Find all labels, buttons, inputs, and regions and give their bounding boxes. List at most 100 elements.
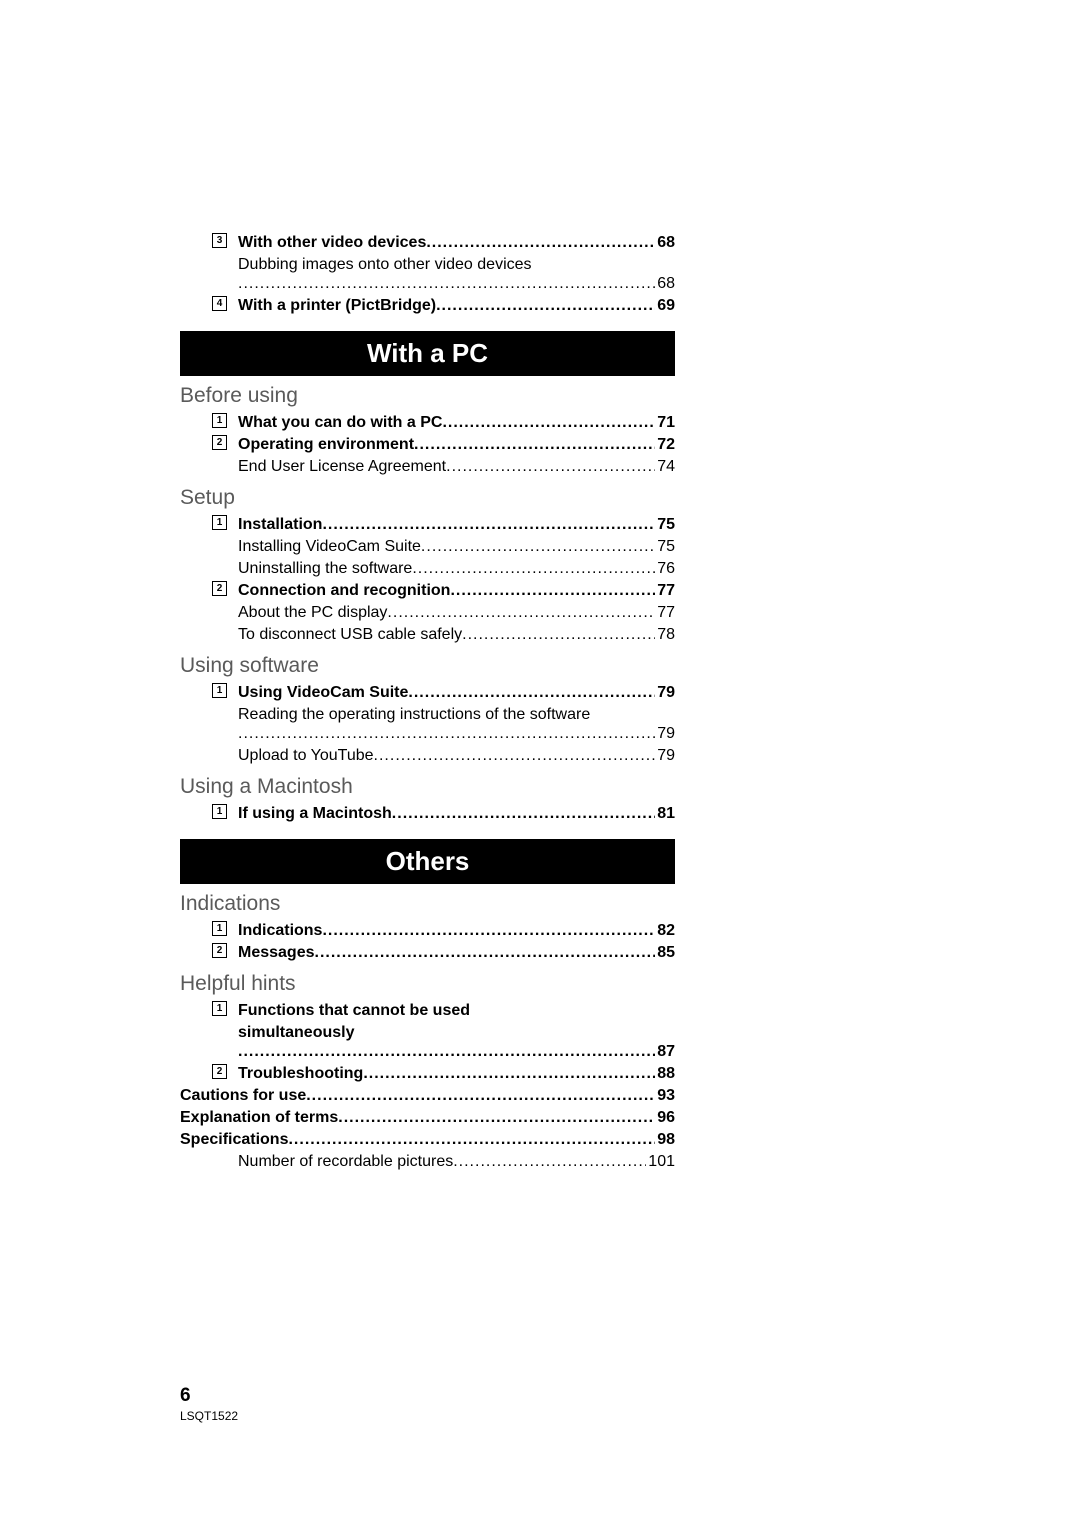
subsection-using-software: Using software xyxy=(180,654,675,678)
page-footer: 6 LSQT1522 xyxy=(180,1385,238,1423)
subsection-using-macintosh: Using a Macintosh xyxy=(180,775,675,799)
page-no: 101 xyxy=(646,1151,675,1173)
num-box-1: 1 xyxy=(212,1001,227,1016)
num-box-1: 1 xyxy=(212,413,227,428)
page-no: 98 xyxy=(655,1129,675,1151)
toc-entry-what-you-can-do: 1 What you can do with a PC 71 xyxy=(180,412,675,434)
label[interactable]: Number of recordable pictures xyxy=(238,1151,453,1173)
num-box-1: 1 xyxy=(212,683,227,698)
leader-dots xyxy=(306,1085,655,1107)
leader-dots xyxy=(462,624,655,646)
leader-dots xyxy=(408,682,655,704)
subsection-indications: Indications xyxy=(180,892,675,916)
label[interactable]: Installation xyxy=(238,514,322,536)
section-banner-with-a-pc: With a PC xyxy=(180,331,675,376)
leader-dots xyxy=(453,1151,646,1173)
num-box-1: 1 xyxy=(212,515,227,530)
label[interactable]: Installing VideoCam Suite xyxy=(238,536,421,558)
leader-dots xyxy=(238,273,655,295)
num-box-4: 4 xyxy=(212,296,227,311)
toc-entry-explanation-of-terms: Explanation of terms 96 xyxy=(180,1107,675,1129)
leader-dots xyxy=(392,803,655,825)
label[interactable]: Messages xyxy=(238,942,315,964)
label[interactable]: What you can do with a PC xyxy=(238,412,442,434)
page-no: 68 xyxy=(655,232,675,254)
toc-entry-cautions-for-use: Cautions for use 93 xyxy=(180,1085,675,1107)
page-no: 72 xyxy=(655,434,675,456)
label[interactable]: With other video devices xyxy=(238,232,426,254)
section-banner-others: Others xyxy=(180,839,675,884)
leader-dots xyxy=(442,412,655,434)
toc-entry-functions-cannot-be-used: 1 Functions that cannot be used simultan… xyxy=(180,1000,675,1063)
page-no: 85 xyxy=(655,942,675,964)
toc-entry-other-video-devices: 3 With other video devices 68 Dubbing im… xyxy=(180,232,675,295)
page-no: 79 xyxy=(655,745,675,767)
toc-page: 3 With other video devices 68 Dubbing im… xyxy=(180,232,675,1173)
toc-entry-if-using-macintosh: 1 If using a Macintosh 81 xyxy=(180,803,675,825)
toc-entry-using-videocam-suite: 1 Using VideoCam Suite 79 Reading the op… xyxy=(180,682,675,767)
label[interactable]: Explanation of terms xyxy=(180,1107,338,1129)
label[interactable]: Uninstalling the software xyxy=(238,558,412,580)
subsection-before-using: Before using xyxy=(180,384,675,408)
label[interactable]: End User License Agreement xyxy=(238,456,446,478)
leader-dots xyxy=(426,232,655,254)
label[interactable]: Specifications xyxy=(180,1129,288,1151)
page-no: 79 xyxy=(655,723,675,745)
label[interactable]: Functions that cannot be used simultaneo… xyxy=(238,1000,588,1044)
toc-entry-installation: 1 Installation 75 Installing VideoCam Su… xyxy=(180,514,675,580)
label[interactable]: Operating environment xyxy=(238,434,414,456)
label[interactable]: With a printer (PictBridge) xyxy=(238,295,436,317)
leader-dots xyxy=(363,1063,655,1085)
label[interactable]: About the PC display xyxy=(238,602,387,624)
leader-dots xyxy=(436,295,655,317)
label[interactable]: Upload to YouTube xyxy=(238,745,374,767)
leader-dots xyxy=(315,942,656,964)
num-box-1: 1 xyxy=(212,921,227,936)
page-no: 75 xyxy=(655,536,675,558)
num-box-2: 2 xyxy=(212,435,227,450)
toc-entry-operating-environment: 2 Operating environment 72 End User Lice… xyxy=(180,434,675,478)
page-no: 77 xyxy=(655,602,675,624)
label[interactable]: Cautions for use xyxy=(180,1085,306,1107)
toc-entry-connection-recognition: 2 Connection and recognition 77 About th… xyxy=(180,580,675,646)
page-no: 71 xyxy=(655,412,675,434)
label[interactable]: To disconnect USB cable safely xyxy=(238,624,462,646)
leader-dots xyxy=(414,434,655,456)
toc-entry-troubleshooting: 2 Troubleshooting 88 xyxy=(180,1063,675,1085)
label[interactable]: Troubleshooting xyxy=(238,1063,363,1085)
leader-dots xyxy=(421,536,655,558)
leader-dots xyxy=(412,558,655,580)
num-box-2: 2 xyxy=(212,943,227,958)
num-box-3: 3 xyxy=(212,233,227,248)
toc-entry-specifications: Specifications 98 xyxy=(180,1129,675,1151)
leader-dots xyxy=(374,745,656,767)
page-no: 81 xyxy=(655,803,675,825)
subsection-helpful-hints: Helpful hints xyxy=(180,972,675,996)
page-no: 76 xyxy=(655,558,675,580)
toc-entry-indications: 1 Indications 82 xyxy=(180,920,675,942)
page-no: 75 xyxy=(655,514,675,536)
page-no: 96 xyxy=(655,1107,675,1129)
label[interactable]: Using VideoCam Suite xyxy=(238,682,408,704)
doc-code: LSQT1522 xyxy=(180,1409,238,1423)
leader-dots xyxy=(338,1107,655,1129)
leader-dots xyxy=(322,920,655,942)
label[interactable]: Indications xyxy=(238,920,322,942)
num-box-2: 2 xyxy=(212,581,227,596)
leader-dots xyxy=(387,602,655,624)
toc-entry-printer-pictbridge: 4 With a printer (PictBridge) 69 xyxy=(180,295,675,317)
page-no: 77 xyxy=(655,580,675,602)
page-number: 6 xyxy=(180,1385,238,1407)
leader-dots xyxy=(322,514,655,536)
num-box-2: 2 xyxy=(212,1064,227,1079)
label[interactable]: Connection and recognition xyxy=(238,580,450,602)
page-no: 78 xyxy=(655,624,675,646)
leader-dots xyxy=(450,580,655,602)
toc-entry-number-recordable-pictures: Number of recordable pictures 101 xyxy=(180,1151,675,1173)
page-no: 74 xyxy=(655,456,675,478)
leader-dots xyxy=(238,1041,655,1063)
page-no: 68 xyxy=(655,273,675,295)
page-no: 82 xyxy=(655,920,675,942)
page-no: 87 xyxy=(655,1041,675,1063)
label[interactable]: If using a Macintosh xyxy=(238,803,392,825)
